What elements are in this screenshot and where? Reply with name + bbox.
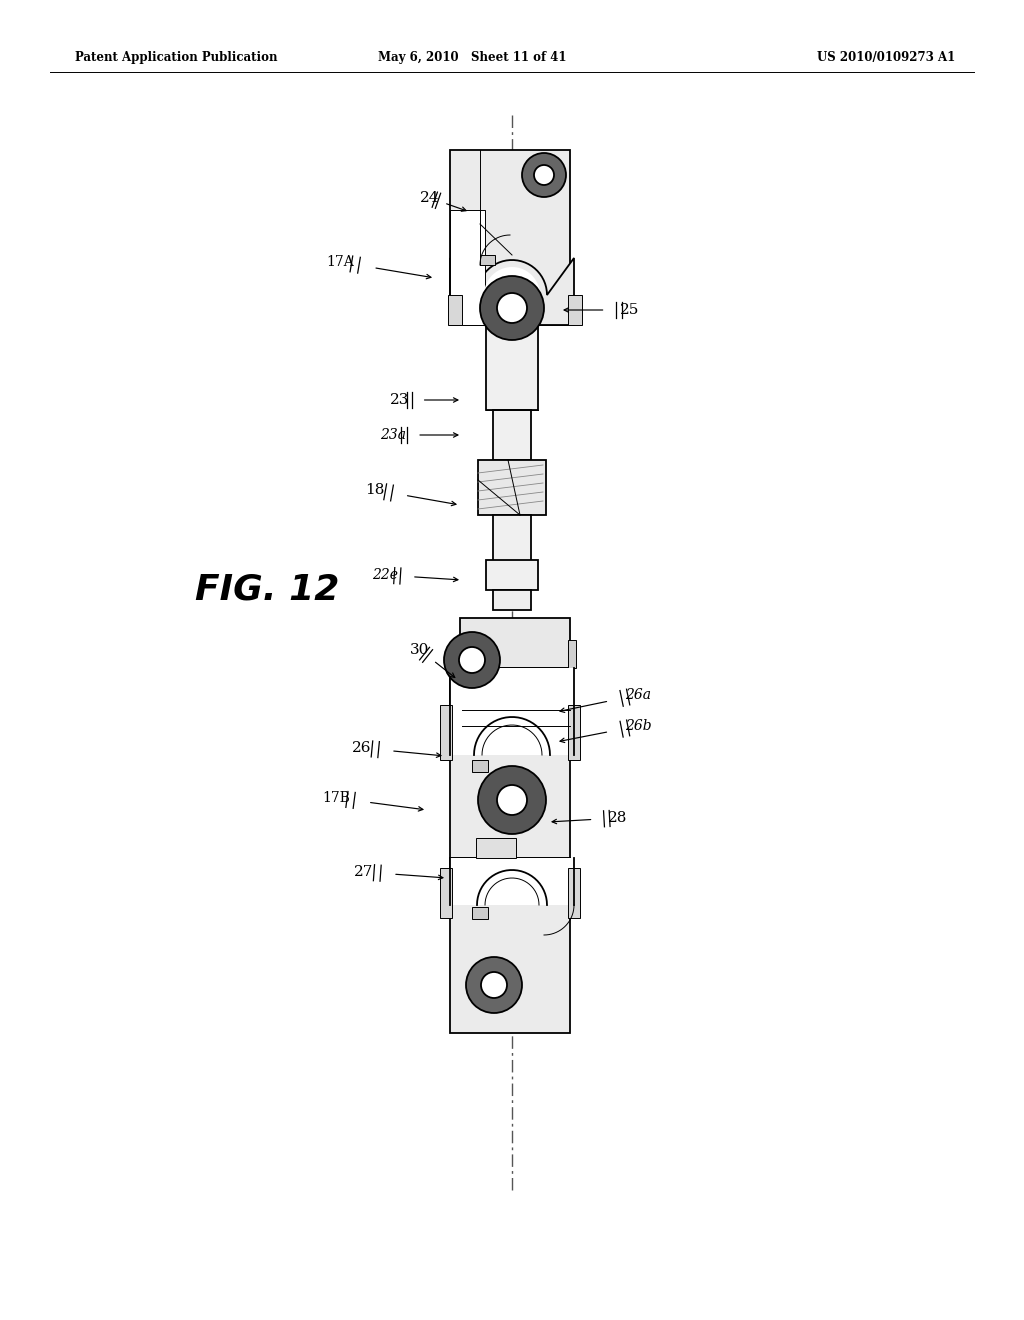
Bar (450, 210, 485, 325)
Circle shape (497, 785, 527, 814)
Text: 17A: 17A (326, 255, 354, 269)
Circle shape (497, 293, 527, 323)
Polygon shape (450, 858, 574, 906)
Text: 26: 26 (352, 741, 372, 755)
Bar (480, 255, 495, 265)
Text: US 2010/0109273 A1: US 2010/0109273 A1 (817, 51, 955, 65)
Bar (568, 869, 580, 917)
Text: FIG. 12: FIG. 12 (195, 573, 339, 607)
Bar (568, 640, 575, 668)
Text: 23: 23 (390, 393, 410, 407)
Text: 25: 25 (621, 304, 640, 317)
Bar (450, 858, 570, 1034)
Bar (460, 618, 570, 668)
Text: 23a: 23a (380, 428, 406, 442)
Bar (478, 459, 546, 515)
Circle shape (522, 153, 566, 197)
Bar (568, 705, 580, 760)
Circle shape (481, 972, 507, 998)
Bar (493, 590, 531, 610)
Text: 24: 24 (420, 191, 439, 205)
Bar (486, 325, 538, 411)
Bar (450, 668, 570, 858)
Bar (476, 838, 516, 858)
Text: 26b: 26b (625, 719, 651, 733)
Bar (486, 560, 538, 590)
Circle shape (478, 766, 546, 834)
Bar (450, 150, 570, 325)
Circle shape (444, 632, 500, 688)
Polygon shape (450, 257, 574, 325)
Bar (440, 869, 452, 917)
Circle shape (459, 647, 485, 673)
Text: 22e: 22e (372, 568, 398, 582)
Text: 26a: 26a (625, 688, 651, 702)
Polygon shape (450, 668, 574, 755)
Text: 30: 30 (411, 643, 430, 657)
Bar (454, 640, 462, 668)
Bar (440, 705, 452, 760)
Bar (449, 294, 462, 325)
Bar (472, 907, 488, 919)
Bar (568, 294, 582, 325)
Circle shape (534, 165, 554, 185)
Bar (472, 760, 488, 772)
Text: Patent Application Publication: Patent Application Publication (75, 51, 278, 65)
Text: 17B: 17B (323, 791, 350, 805)
Text: 18: 18 (366, 483, 385, 498)
Bar (493, 411, 531, 459)
Text: 28: 28 (608, 810, 628, 825)
Circle shape (480, 276, 544, 341)
Text: 27: 27 (354, 865, 374, 879)
Circle shape (466, 957, 522, 1012)
Polygon shape (484, 267, 540, 294)
Text: May 6, 2010   Sheet 11 of 41: May 6, 2010 Sheet 11 of 41 (378, 51, 566, 65)
Bar (493, 515, 531, 585)
